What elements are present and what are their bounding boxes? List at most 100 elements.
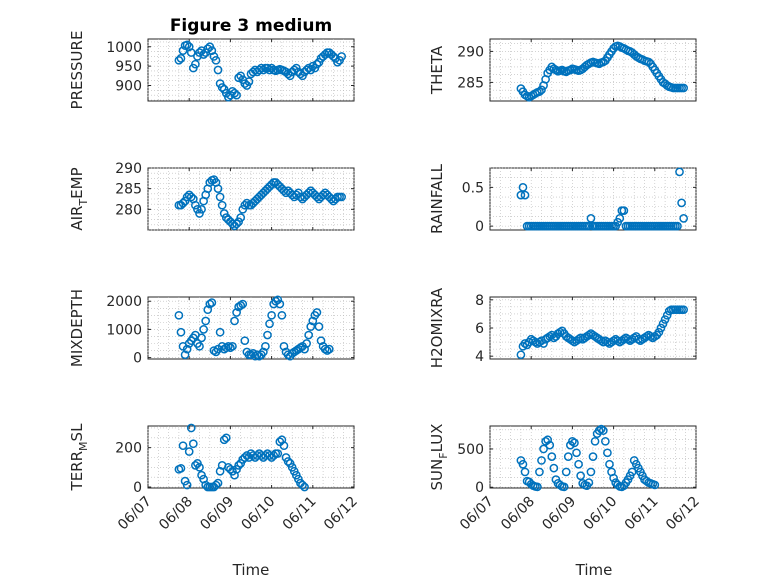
subplot-3: 280 285 290 AIRTEMP [68,161,355,231]
y-tick-label: 0 [133,351,142,367]
data-point [195,209,204,218]
data-point [207,298,217,307]
data-point [205,299,215,309]
subplot-2: 285 290 THETA [428,38,697,102]
y-tick-label: 290 [115,161,142,177]
y-axis-label-main: SUN [428,459,446,491]
data-point [594,426,604,435]
x-tick-label: 06/08 [156,494,196,534]
y-axis-label-subscript: T [77,199,90,207]
data-point [234,461,243,470]
data-point [273,295,283,305]
data-point [240,200,250,210]
y-tick-label: 1000 [106,322,142,338]
y-axis-label: AIRTEMP [68,167,90,230]
data-point [195,48,204,57]
data-point [535,467,544,477]
y-axis-label-main: RAINFALL [428,163,446,234]
subplot-8: 0 500 06/07 06/08 06/09 06/10 06/11 06/12 SUNFLU… [428,424,703,534]
data-point [182,344,192,354]
data-point [574,334,583,344]
data-point [240,336,250,346]
data-point [230,88,239,98]
data-point [329,52,338,61]
data-point [191,461,200,470]
data-point [656,323,666,333]
y-tick-label: 290 [457,44,484,60]
y-tick-label: 2000 [106,294,142,310]
data-point [320,344,330,354]
data-point [191,59,200,69]
data-point [547,452,557,461]
data-point [197,204,206,214]
data-point [209,346,219,355]
data-point [520,339,530,348]
data-point [242,198,252,208]
data-point [300,344,309,354]
figure-title: Figure 3 medium [170,16,332,36]
data-point [174,55,184,65]
data-point [613,336,623,346]
data-point [186,48,196,57]
y-tick-label: 950 [115,59,142,75]
data-point [193,204,202,214]
data-point [256,63,266,73]
data-point [178,198,188,208]
data-point [180,350,190,360]
data-point [658,319,668,329]
y-tick-label: 6 [475,321,484,337]
data-point [679,83,688,93]
y-axis-label-subscript: F [437,452,450,458]
data-point [304,63,314,73]
data-point [176,54,186,63]
data-point [236,301,246,310]
data-point [213,184,223,194]
data-point [296,343,305,353]
data-point [277,310,287,320]
data-point [324,344,334,354]
data-point [584,221,594,231]
data-point [234,217,243,227]
y-axis-label-subscript: M [77,441,90,451]
x-tick-label: 06/10 [581,494,621,534]
data-point [561,467,571,477]
y-tick-label: 0 [475,480,484,496]
data-point [275,299,285,309]
y-tick-label: 280 [115,202,142,218]
data-point [203,305,213,315]
data-point [238,299,248,309]
y-tick-label: 285 [115,182,142,198]
data-point [246,350,256,360]
y-axis-label: THETA [428,45,446,95]
data-point [660,315,670,324]
data-point [238,204,248,214]
data-point [223,341,233,351]
data-point [306,322,316,331]
data-point [549,463,559,473]
data-point [283,457,293,466]
data-point [203,44,213,54]
x-axis-label-left: Time [232,561,270,579]
y-axis-label-main: THETA [428,45,446,95]
y-tick-label: 285 [457,75,484,91]
data-point [259,65,268,75]
data-point [223,92,233,102]
data-point [333,57,342,67]
y-tick-label: 0.5 [462,180,484,196]
data-point [178,46,188,55]
data-point [559,482,569,492]
y-tick-label: 1000 [106,40,142,56]
data-point [265,65,274,75]
data-point [545,332,555,341]
x-tick-label: 06/07 [115,494,155,534]
data-point [543,435,553,445]
x-tick-label: 06/12 [663,494,703,534]
y-axis-label-main: AIR [68,206,86,231]
data-point [226,343,235,353]
data-point [584,330,594,340]
data-point [197,333,206,343]
data-point [642,332,651,341]
data-point [619,206,629,215]
data-point [576,471,585,481]
data-point [221,433,231,443]
